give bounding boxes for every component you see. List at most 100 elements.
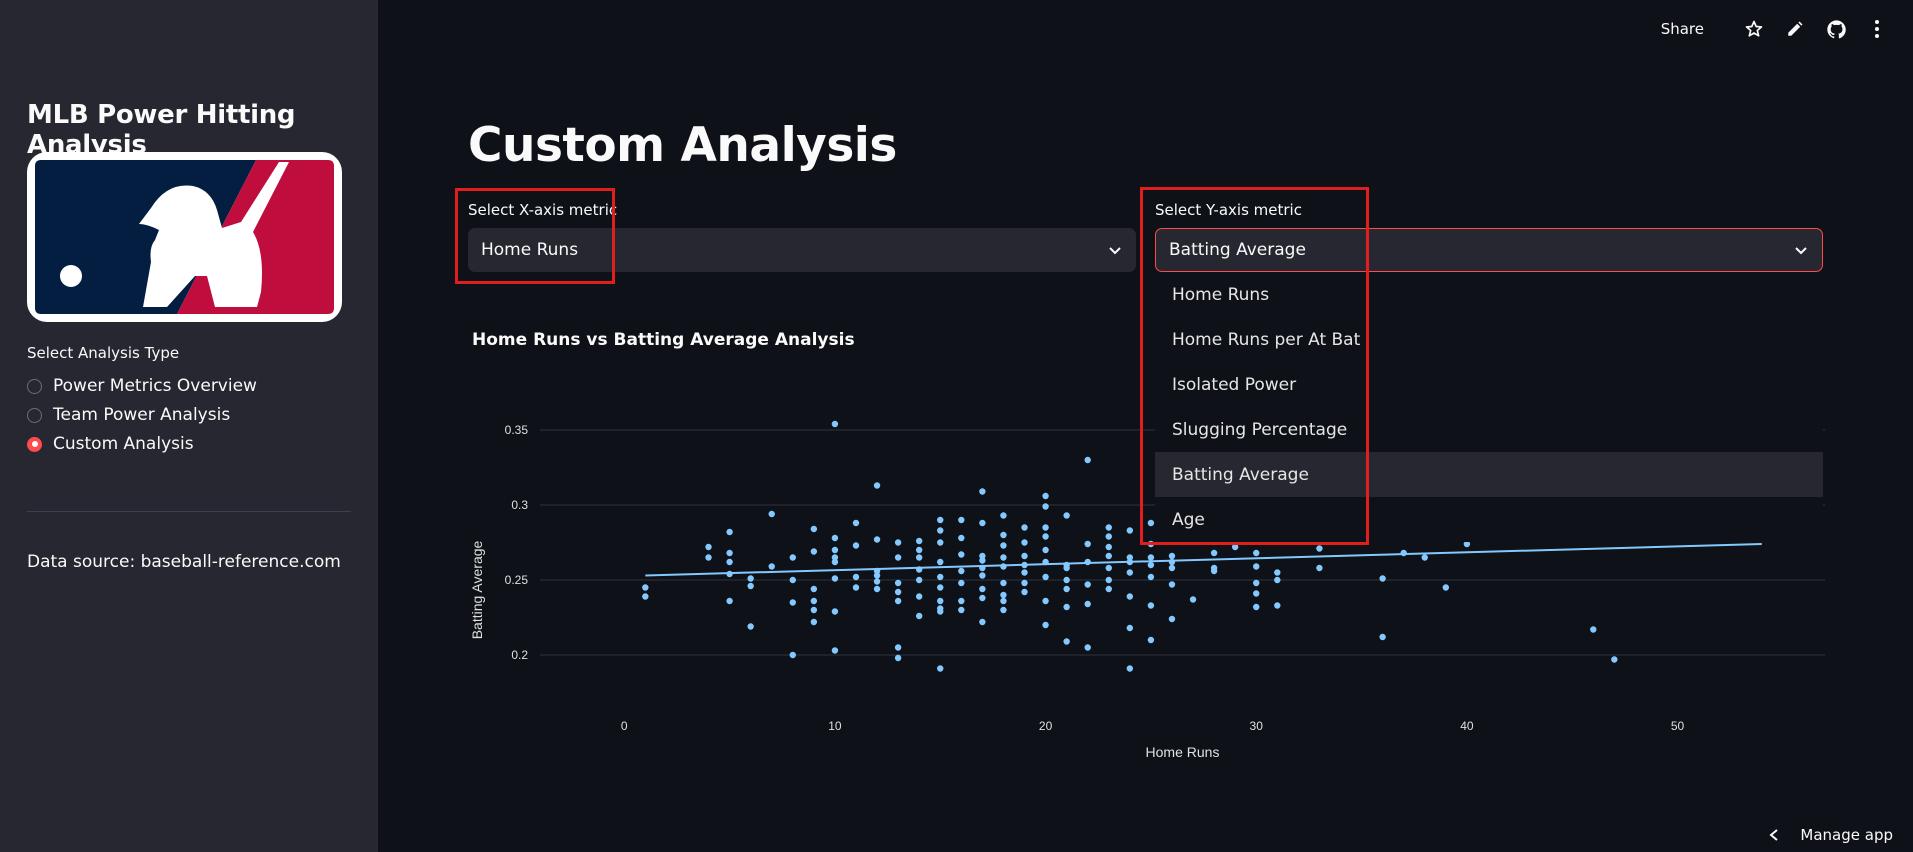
data-point [1021,552,1028,560]
data-point [810,597,818,605]
data-point [937,573,944,581]
data-point [1253,579,1260,587]
data-point [1147,519,1155,527]
data-point [915,537,923,545]
data-point [958,597,965,605]
data-point [1000,579,1007,587]
data-point [915,612,923,620]
data-point [1126,554,1134,561]
data-point [1021,569,1028,576]
edit-pencil-icon[interactable] [1784,18,1806,40]
data-point [1147,636,1155,644]
radio-team-power-analysis[interactable]: Team Power Analysis [27,405,230,425]
star-icon[interactable] [1743,18,1765,40]
data-point [873,585,881,593]
dropdown-option[interactable]: Age [1172,509,1205,530]
data-point [958,551,965,558]
chart-title: Home Runs vs Batting Average Analysis [472,330,855,350]
data-point [747,582,754,590]
data-point [1042,621,1049,629]
data-point [1105,552,1112,560]
data-point [1000,591,1007,599]
app-title: MLB Power Hitting Analysis [27,100,296,160]
data-point [1105,564,1112,572]
data-point [937,527,944,534]
more-vertical-icon[interactable] [1866,18,1888,40]
data-point [1400,549,1407,557]
data-point [1084,456,1091,464]
data-point [1000,597,1007,605]
x-tick-label: 40 [1460,719,1474,733]
data-point [831,546,839,554]
data-point [1042,503,1049,510]
data-point [1105,533,1112,540]
y-axis-select[interactable]: Batting Average [1155,228,1823,272]
data-point [789,554,796,561]
data-point [937,539,944,546]
share-button[interactable]: Share [1660,20,1704,38]
data-source-text: Data source: baseball-reference.com [27,552,341,572]
data-point [1000,554,1007,561]
data-point [958,534,965,542]
data-point [1126,665,1134,672]
data-point [1063,576,1070,584]
data-point [1000,542,1007,549]
radio-selected-icon[interactable] [27,436,42,452]
data-point [1463,540,1471,548]
data-point [937,597,944,605]
dropdown-option[interactable]: Home Runs per At Bat [1172,329,1361,350]
radio-circle-icon[interactable] [27,378,42,394]
data-point [1210,549,1218,557]
data-point [1126,527,1134,534]
data-point [979,488,986,495]
dropdown-option[interactable]: Isolated Power [1172,374,1297,395]
x-axis-select[interactable]: Home Runs [468,228,1136,272]
analysis-type-label: Select Analysis Type [27,344,180,362]
data-point [979,519,986,527]
data-point [979,552,986,560]
data-point [937,558,944,566]
dropdown-option[interactable]: Home Runs [1172,284,1270,305]
data-point [979,594,986,602]
data-point [873,482,881,489]
radio-circle-icon[interactable] [27,407,42,423]
radio-custom-analysis[interactable]: Custom Analysis [27,434,194,454]
page-title: Custom Analysis [468,118,897,173]
data-point [1274,569,1281,576]
y-axis-select-value: Batting Average [1169,240,1306,260]
dropdown-option-highlighted[interactable]: Batting Average [1155,452,1823,497]
data-point [894,554,902,561]
header-toolbar: Share [1661,18,1888,40]
data-point [831,534,839,542]
data-point [831,647,839,654]
data-point [789,651,796,659]
data-point [1147,540,1155,548]
data-point [1316,545,1323,552]
data-point [873,578,881,585]
github-icon[interactable] [1825,18,1847,40]
data-point [1189,596,1197,603]
data-point [1063,585,1070,593]
data-point [1126,593,1134,600]
data-point [979,618,986,626]
data-point [852,519,860,527]
data-point [1105,576,1112,584]
data-point [747,623,754,630]
data-point [894,539,902,546]
data-point [915,593,923,600]
sidebar-divider [27,511,351,512]
data-point [894,654,902,662]
data-point [915,546,923,554]
data-point [1379,575,1386,582]
manage-app-button[interactable]: Manage app [1768,826,1893,844]
data-point [1210,567,1218,575]
radio-power-metrics-overview[interactable]: Power Metrics Overview [27,376,257,396]
data-point [894,644,902,651]
dropdown-option[interactable]: Slugging Percentage [1172,419,1348,440]
x-axis-label: Home Runs [1146,744,1220,760]
data-point [1147,602,1155,609]
scatter-chart: 0.2 0.25 0.3 0.35 0 10 20 30 40 50 Home Runs Battin… [469,420,1825,760]
data-point [1147,573,1155,581]
data-point [979,572,986,579]
mlb-logo [27,152,342,322]
